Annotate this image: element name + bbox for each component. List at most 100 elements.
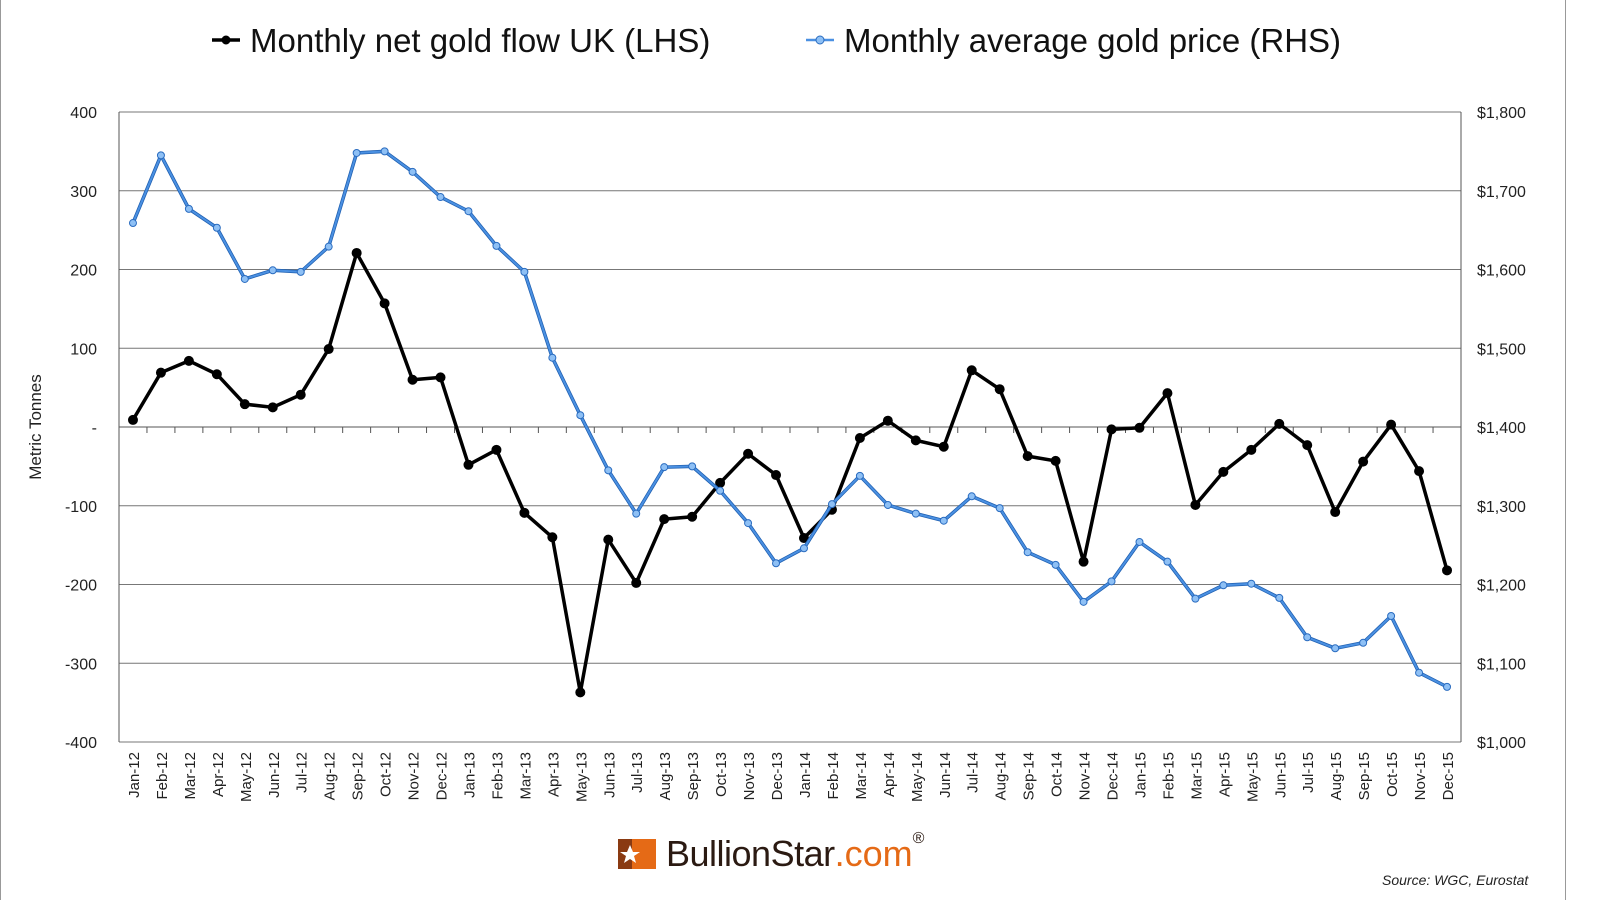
data-point xyxy=(995,504,1004,513)
x-tick-label: Dec-12 xyxy=(434,752,451,800)
data-point xyxy=(827,500,836,509)
y-tick-right: $1,500 xyxy=(1477,341,1526,358)
data-point xyxy=(463,459,474,470)
data-point xyxy=(1190,499,1201,510)
x-tick-label: Dec-14 xyxy=(1105,752,1122,800)
data-point xyxy=(156,151,165,160)
x-tick-label: May-12 xyxy=(238,752,255,802)
x-tick-label: Dec-13 xyxy=(769,752,786,800)
x-tick-label: Sep-15 xyxy=(1356,752,1373,800)
x-tick-label: Nov-13 xyxy=(741,752,758,800)
x-tick-label: Jan-12 xyxy=(126,752,143,798)
x-tick-label: Feb-15 xyxy=(1160,752,1177,800)
data-point xyxy=(575,687,586,698)
y-tick-right: $1,000 xyxy=(1477,735,1526,752)
y-axis-label: Metric Tonnes xyxy=(26,374,45,480)
data-point xyxy=(1247,579,1256,588)
data-point xyxy=(771,470,782,481)
x-tick-label: Aug-14 xyxy=(993,752,1010,800)
data-point xyxy=(632,509,641,518)
data-point xyxy=(379,298,390,309)
y-tick-left: -200 xyxy=(65,578,97,595)
data-point xyxy=(295,389,306,400)
data-point xyxy=(1219,581,1228,590)
data-point xyxy=(1331,644,1340,653)
y-tick-right: $1,700 xyxy=(1477,184,1526,201)
data-point xyxy=(1414,466,1425,477)
logo-registered: ® xyxy=(912,830,925,847)
x-tick-label: Nov-12 xyxy=(406,752,423,800)
data-point xyxy=(660,463,669,472)
data-point xyxy=(464,207,473,216)
x-tick-label: Jun-12 xyxy=(266,752,283,798)
data-point xyxy=(938,441,949,452)
data-point xyxy=(183,355,194,366)
data-point xyxy=(1415,668,1424,677)
y-tick-left: -100 xyxy=(65,499,97,516)
data-point xyxy=(1050,455,1061,466)
x-tick-label: Jun-15 xyxy=(1272,752,1289,798)
data-point xyxy=(1162,388,1173,399)
x-tick-label: May-15 xyxy=(1244,752,1261,802)
y-tick-left: -300 xyxy=(65,656,97,673)
x-tick-label: Apr-12 xyxy=(210,752,227,797)
x-tick-label: Nov-14 xyxy=(1077,752,1094,800)
data-point xyxy=(603,534,614,545)
x-tick-label: Jan-15 xyxy=(1132,752,1149,798)
x-tick-label: Jul-14 xyxy=(965,752,982,793)
legend-label: Monthly average gold price (RHS) xyxy=(844,22,1341,59)
data-point xyxy=(939,516,948,525)
data-point xyxy=(1107,577,1116,586)
data-point xyxy=(911,509,920,518)
data-point xyxy=(1079,597,1088,606)
legend-swatch-marker xyxy=(815,35,825,45)
data-point xyxy=(1275,593,1284,602)
data-point xyxy=(520,267,529,276)
y-tick-right: $1,600 xyxy=(1477,263,1526,280)
x-tick-label: Aug-13 xyxy=(657,752,674,800)
chart-frame xyxy=(0,0,1566,900)
x-tick-label: Aug-15 xyxy=(1328,752,1345,800)
data-point xyxy=(1135,537,1144,546)
legend-swatch-marker xyxy=(221,35,231,45)
data-point xyxy=(380,147,389,156)
data-point xyxy=(351,247,362,258)
data-point xyxy=(492,241,501,250)
x-tick-label: Jan-14 xyxy=(797,752,814,798)
x-tick-label: Feb-12 xyxy=(154,752,171,800)
data-point xyxy=(967,492,976,501)
legend-label: Monthly net gold flow UK (LHS) xyxy=(250,22,710,59)
x-tick-label: Apr-13 xyxy=(545,752,562,797)
logo-text: BullionStar xyxy=(666,833,835,874)
data-point xyxy=(296,267,305,276)
data-point xyxy=(1134,422,1145,433)
data-point xyxy=(882,415,893,426)
source-note: Source: WGC, Eurostat xyxy=(1382,872,1529,888)
data-point xyxy=(716,486,725,495)
data-point xyxy=(1191,594,1200,603)
data-point xyxy=(1442,565,1453,576)
x-tick-label: Jul-13 xyxy=(629,752,646,793)
x-tick-label: Dec-15 xyxy=(1440,752,1457,800)
y-tick-left: - xyxy=(92,420,97,437)
data-point xyxy=(155,367,166,378)
data-point xyxy=(519,507,530,518)
y-tick-right: $1,400 xyxy=(1477,420,1526,437)
x-tick-label: May-14 xyxy=(909,752,926,802)
y-tick-left: 400 xyxy=(70,105,97,122)
x-tick-label: Oct-15 xyxy=(1384,752,1401,797)
data-point xyxy=(799,544,808,553)
x-tick-label: Sep-13 xyxy=(685,752,702,800)
x-tick-label: Mar-13 xyxy=(517,752,534,800)
y-tick-right: $1,300 xyxy=(1477,499,1526,516)
x-tick-label: Jan-13 xyxy=(461,752,478,798)
series-line-outline xyxy=(131,149,1448,689)
data-point xyxy=(1106,424,1117,435)
data-point xyxy=(1359,638,1368,647)
data-point xyxy=(408,167,417,176)
data-point xyxy=(1302,440,1313,451)
data-point xyxy=(324,242,333,251)
x-tick-label: Mar-12 xyxy=(182,752,199,800)
x-tick-label: Aug-12 xyxy=(322,752,339,800)
